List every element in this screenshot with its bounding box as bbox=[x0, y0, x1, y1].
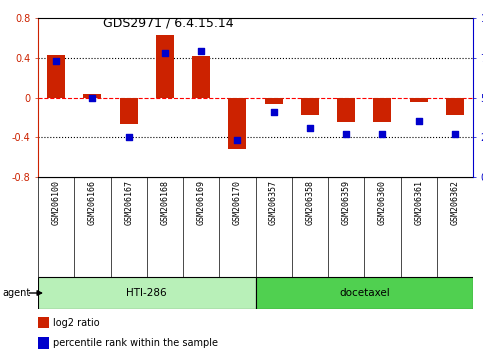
Bar bbox=[38, 316, 49, 328]
Bar bbox=[38, 277, 256, 309]
Bar bbox=[265, 97, 283, 104]
Text: GSM206361: GSM206361 bbox=[414, 180, 423, 225]
Bar bbox=[47, 55, 65, 97]
Bar bbox=[120, 97, 138, 124]
Text: HTI-286: HTI-286 bbox=[127, 288, 167, 298]
Point bbox=[197, 48, 205, 54]
Text: docetaxel: docetaxel bbox=[339, 288, 390, 298]
Point bbox=[88, 95, 96, 100]
Text: GDS2971 / 6.4.15.14: GDS2971 / 6.4.15.14 bbox=[103, 16, 234, 29]
Point bbox=[233, 138, 241, 143]
Bar bbox=[156, 35, 174, 97]
Bar bbox=[228, 97, 246, 149]
Point bbox=[52, 58, 60, 64]
Bar bbox=[446, 97, 464, 115]
Bar bbox=[192, 56, 210, 97]
Text: GSM206170: GSM206170 bbox=[233, 180, 242, 225]
Bar bbox=[38, 337, 49, 349]
Bar bbox=[373, 97, 391, 122]
Point bbox=[161, 50, 169, 56]
Point bbox=[306, 125, 314, 131]
Text: GSM206169: GSM206169 bbox=[197, 180, 206, 225]
Point bbox=[342, 131, 350, 137]
Text: GSM206166: GSM206166 bbox=[88, 180, 97, 225]
Text: GSM206100: GSM206100 bbox=[52, 180, 61, 225]
Bar bbox=[410, 97, 427, 102]
Text: agent: agent bbox=[2, 288, 30, 298]
Text: GSM206362: GSM206362 bbox=[450, 180, 459, 225]
Bar bbox=[83, 93, 101, 97]
Text: GSM206358: GSM206358 bbox=[305, 180, 314, 225]
Point bbox=[415, 119, 423, 124]
Text: GSM206168: GSM206168 bbox=[160, 180, 170, 225]
Point bbox=[379, 131, 386, 137]
Text: GSM206359: GSM206359 bbox=[341, 180, 351, 225]
Text: GSM206360: GSM206360 bbox=[378, 180, 387, 225]
Text: percentile rank within the sample: percentile rank within the sample bbox=[53, 338, 218, 348]
Text: log2 ratio: log2 ratio bbox=[53, 318, 100, 327]
Point bbox=[451, 131, 459, 137]
Bar bbox=[337, 97, 355, 122]
Point bbox=[125, 135, 132, 140]
Bar bbox=[256, 277, 473, 309]
Text: GSM206357: GSM206357 bbox=[269, 180, 278, 225]
Bar bbox=[301, 97, 319, 115]
Text: GSM206167: GSM206167 bbox=[124, 180, 133, 225]
Point bbox=[270, 109, 278, 115]
